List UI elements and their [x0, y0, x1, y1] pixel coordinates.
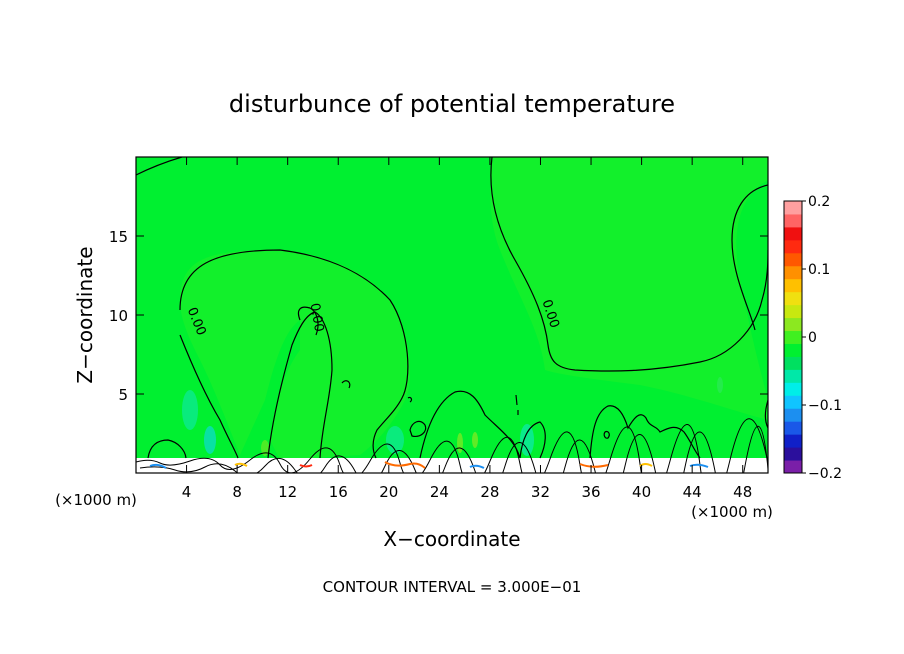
x-tick-label: 48	[733, 483, 752, 501]
colorbar-tick-label: 0.2	[808, 194, 830, 210]
contour-tiny-4	[407, 396, 413, 403]
colorbar-swatch	[784, 460, 802, 474]
zero-contours	[136, 157, 768, 459]
x-unit-left: (×1000 m)	[55, 491, 137, 509]
colorbar-swatch	[784, 447, 802, 461]
contour-interval-text: CONTOUR INTERVAL = 3.000E−01	[323, 578, 582, 596]
contour-right-edge-low	[764, 399, 768, 429]
y-axis: 5 10 15	[109, 228, 768, 404]
x-tick-label: 44	[683, 483, 702, 501]
contour-bump-24	[419, 390, 521, 459]
colorbar-swatch	[784, 265, 802, 280]
contour-value-label: 0.00	[307, 302, 327, 333]
contour-tiny-3	[603, 430, 610, 439]
y-tick-label: 10	[109, 307, 128, 325]
colorbar-swatch	[784, 356, 802, 370]
x-tick-label: 24	[430, 483, 449, 501]
colorbar-swatch	[784, 278, 802, 293]
x-tick-label: 32	[531, 483, 550, 501]
region-positive-1	[180, 250, 410, 460]
y-axis-label: Z−coordinate	[73, 246, 97, 383]
x-axis-label: X−coordinate	[383, 527, 520, 551]
colorbar-swatch	[784, 343, 802, 357]
colorbar-swatch	[784, 421, 802, 435]
colorbar-tick-label: 0.1	[808, 262, 830, 278]
contour-top-left	[136, 157, 183, 176]
y-tick-label: 5	[118, 386, 128, 404]
x-tick-label: 28	[480, 483, 499, 501]
colorbar-swatch	[784, 213, 802, 228]
x-axis: 4 8 12 16 20 24 28 32 36 40 44 48	[182, 157, 752, 501]
colorbar-swatch	[784, 369, 802, 383]
x-unit-right: (×1000 m)	[691, 503, 773, 521]
colorbar-tick-label: −0.2	[808, 466, 842, 482]
region-positive-2	[490, 157, 768, 420]
contour-small-bump-left	[147, 439, 187, 459]
colorbar: 0.2 0.1 0 −0.1 −0.2	[783, 194, 842, 482]
colorbar-swatch	[784, 239, 802, 254]
negative-wisps	[182, 377, 723, 456]
x-tick-label: 12	[278, 483, 297, 501]
colorbar-swatch	[784, 252, 802, 267]
colorbar-tick-label: −0.1	[808, 398, 842, 414]
colorbar-swatch	[784, 434, 802, 448]
contour-tiny-1	[341, 380, 351, 389]
boundary-layer-noise	[136, 418, 768, 473]
colorbar-swatch	[784, 201, 802, 215]
colorbar-swatch	[784, 304, 802, 319]
x-tick-label: 16	[329, 483, 348, 501]
contour-hump-left	[179, 249, 409, 459]
contour-small-bump-22	[409, 420, 427, 437]
colorbar-swatch	[784, 330, 802, 344]
contour-right-edge	[731, 184, 768, 331]
x-tick-label: 36	[581, 483, 600, 501]
contour-bumps-right	[589, 405, 701, 459]
colorbar-swatch	[784, 382, 802, 396]
contour-center-pocket-top	[297, 306, 319, 336]
x-tick-label: 20	[379, 483, 398, 501]
colorbar-swatch	[784, 291, 802, 306]
colorbar-swatch	[784, 317, 802, 332]
contour-hump-left-inner	[179, 334, 239, 459]
colorbar-tick-label: 0	[808, 330, 817, 346]
colorbar-swatch	[784, 395, 802, 409]
contour-tiny-2	[515, 394, 519, 415]
contour-right-plume	[490, 157, 768, 372]
y-tick-label: 15	[109, 228, 128, 246]
plot-area: 0.00 0.00 0.00	[136, 157, 768, 473]
x-tick-label: 4	[182, 483, 192, 501]
colorbar-swatch	[784, 408, 802, 422]
x-tick-label: 8	[232, 483, 242, 501]
chart-title: disturbunce of potential temperature	[229, 90, 675, 118]
x-tick-label: 40	[632, 483, 651, 501]
contour-bump-32	[519, 421, 546, 459]
colorbar-swatch	[784, 226, 802, 241]
